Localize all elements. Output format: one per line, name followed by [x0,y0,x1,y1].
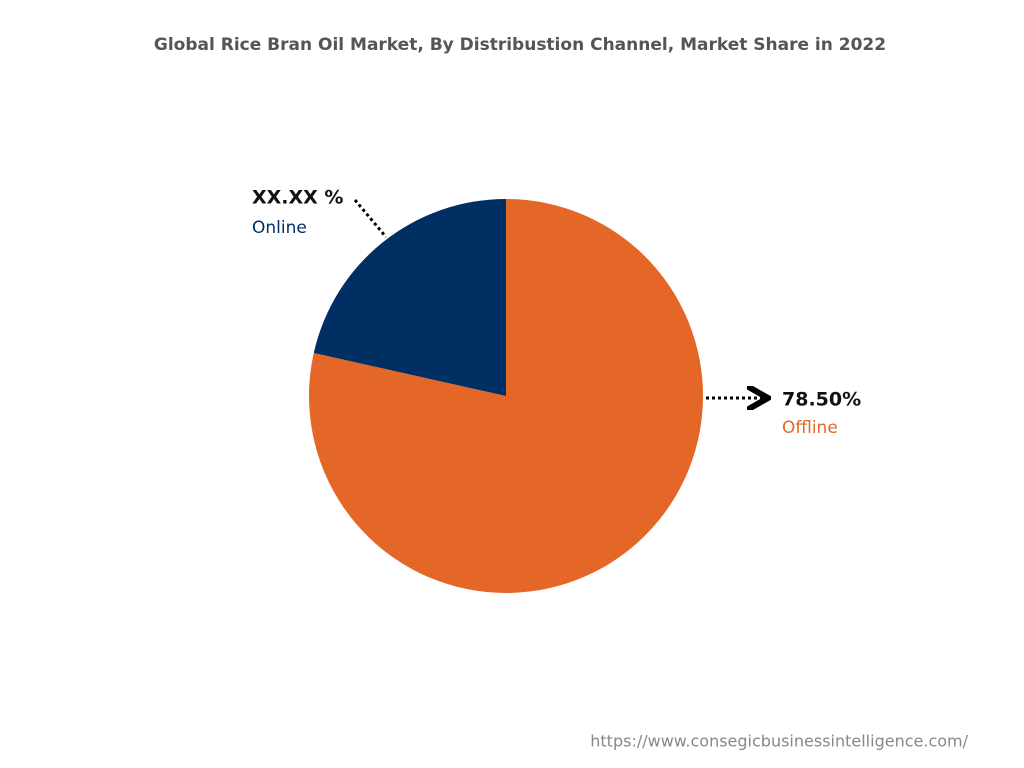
source-url: https://www.consegicbusinessintelligence… [590,732,968,751]
chart-title: Global Rice Bran Oil Market, By Distribu… [154,35,886,55]
value-label: 78.50% [782,389,861,411]
category-label: Online [252,218,307,238]
value-label: XX.XX % [252,187,343,209]
leader-line [353,199,388,238]
pie-slice [313,199,506,396]
category-label: Offline [782,418,838,438]
